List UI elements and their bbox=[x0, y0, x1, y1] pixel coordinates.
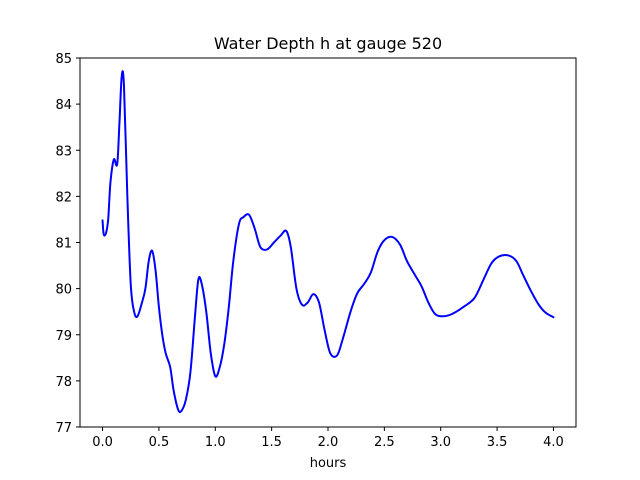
x-tick-label: 2.5 bbox=[374, 435, 395, 450]
x-tick-label: 4.0 bbox=[543, 435, 564, 450]
y-tick-label: 81 bbox=[55, 237, 72, 252]
y-tick-label: 83 bbox=[55, 144, 72, 159]
y-tick-label: 85 bbox=[55, 52, 72, 67]
x-tick-label: 0.5 bbox=[149, 435, 170, 450]
chart-title: Water Depth h at gauge 520 bbox=[214, 34, 442, 53]
y-tick-label: 80 bbox=[55, 283, 72, 298]
y-tick-label: 84 bbox=[55, 98, 72, 113]
axes-frame bbox=[79, 57, 577, 428]
plot-area bbox=[101, 70, 555, 414]
x-tick-label: 1.5 bbox=[261, 435, 282, 450]
x-tick-label: 3.0 bbox=[430, 435, 451, 450]
series-line bbox=[101, 70, 555, 414]
y-axis-ticks: 77 78 79 80 81 82 83 84 85 bbox=[55, 52, 80, 436]
x-tick-label: 1.0 bbox=[205, 435, 226, 450]
y-tick-label: 77 bbox=[55, 421, 72, 436]
x-axis-title: hours bbox=[310, 456, 347, 471]
y-tick-label: 82 bbox=[55, 190, 72, 205]
x-axis-ticks: 0.0 0.5 1.0 1.5 2.0 2.5 3.0 3.5 4.0 bbox=[92, 427, 564, 450]
x-tick-label: 3.5 bbox=[487, 435, 508, 450]
y-tick-label: 78 bbox=[55, 375, 72, 390]
x-tick-label: 2.0 bbox=[318, 435, 339, 450]
y-tick-label: 79 bbox=[55, 329, 72, 344]
x-tick-label: 0.0 bbox=[92, 435, 113, 450]
